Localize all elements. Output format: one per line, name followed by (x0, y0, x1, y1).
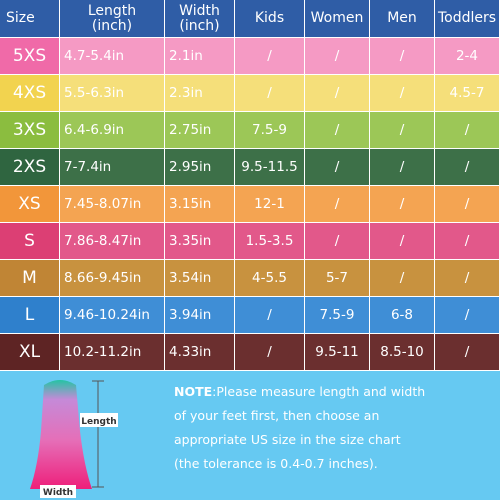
table-cell: / (235, 38, 305, 75)
header-text: Length (87, 2, 137, 19)
note-text: :Please measure length and width (212, 384, 426, 399)
header-text: Size (6, 10, 35, 26)
table-cell: / (370, 186, 435, 223)
header-cell: Width (inch) (165, 0, 235, 38)
table-cell: / (370, 38, 435, 75)
note: NOTE:Please measure length and width of y… (174, 380, 425, 476)
length-label: Length (81, 417, 116, 427)
table-cell: / (370, 149, 435, 186)
table-cell: 2.1in (165, 38, 235, 75)
table-cell: / (235, 297, 305, 334)
table-cell: / (435, 260, 500, 297)
table-cell: 8.66-9.45in (60, 260, 165, 297)
header-text: (inch) (179, 17, 220, 34)
table-cell: 7.45-8.07in (60, 186, 165, 223)
table-cell: 3.94in (165, 297, 235, 334)
table-cell: 7-7.4in (60, 149, 165, 186)
header-cell: Women (305, 0, 370, 38)
note-line: NOTE:Please measure length and width (174, 380, 425, 404)
fin-shape (30, 380, 92, 489)
table-cell: / (370, 112, 435, 149)
table-cell: 7.5-9 (235, 112, 305, 149)
table-cell: 4-5.5 (235, 260, 305, 297)
table-cell: / (235, 75, 305, 112)
table-cell: 2.3in (165, 75, 235, 112)
table-cell: 6.4-6.9in (60, 112, 165, 149)
size-table: Size Length (inch) Width (inch) Kids Women Men T… (0, 0, 500, 371)
table-cell: / (305, 223, 370, 260)
table-cell: 9.5-11 (305, 334, 370, 371)
header-cell: Men (370, 0, 435, 38)
header-text: Width (179, 2, 220, 19)
length-label-bg (80, 413, 118, 427)
header-cell: Size (0, 0, 60, 38)
table-cell: 2-4 (435, 38, 500, 75)
width-label-bg (40, 485, 76, 498)
size-cell: XL (0, 334, 60, 371)
table-cell: 3.54in (165, 260, 235, 297)
table-cell: 7.86-8.47in (60, 223, 165, 260)
table-cell: 5.5-6.3in (60, 75, 165, 112)
header-text: (inch) (91, 17, 133, 34)
table-cell: 6-8 (370, 297, 435, 334)
table-cell: 9.5-11.5 (235, 149, 305, 186)
note-line: appropriate US size in the size chart (174, 432, 401, 447)
note-line: of your feet first, then choose an (174, 408, 380, 423)
table-cell: 12-1 (235, 186, 305, 223)
table-cell: / (435, 334, 500, 371)
size-cell: 4XS (0, 75, 60, 112)
table-cell: 4.7-5.4in (60, 38, 165, 75)
table-cell: / (305, 38, 370, 75)
table-cell: 3.15in (165, 186, 235, 223)
size-cell: S (0, 223, 60, 260)
size-cell: XS (0, 186, 60, 223)
header-cell: Kids (235, 0, 305, 38)
table-cell: / (235, 334, 305, 371)
table-cell: 10.2-11.2in (60, 334, 165, 371)
table-cell: / (370, 75, 435, 112)
fin-diagram: Length Width (30, 380, 118, 498)
table-cell: / (435, 223, 500, 260)
note-label: NOTE (174, 384, 213, 399)
header-text: Toddlers (437, 10, 497, 26)
header-cell: Length (inch) (60, 0, 165, 38)
table-cell: / (305, 149, 370, 186)
size-cell: 5XS (0, 38, 60, 75)
table-cell: 4.5-7 (435, 75, 500, 112)
table-cell: 7.5-9 (305, 297, 370, 334)
size-cell: 2XS (0, 149, 60, 186)
header-text: Women (310, 10, 364, 26)
header-cell: Toddlers (435, 0, 500, 38)
table-cell: / (370, 223, 435, 260)
size-cell: L (0, 297, 60, 334)
size-cell: 3XS (0, 112, 60, 149)
table-cell: / (305, 186, 370, 223)
table-cell: 9.46-10.24in (60, 297, 165, 334)
table-cell: / (305, 75, 370, 112)
table-cell: 8.5-10 (370, 334, 435, 371)
table-cell: / (305, 112, 370, 149)
size-cell: M (0, 260, 60, 297)
table-cell: 1.5-3.5 (235, 223, 305, 260)
header-text: Men (387, 10, 417, 26)
table-cell: / (435, 112, 500, 149)
table-cell: 3.35in (165, 223, 235, 260)
note-line: (the tolerance is 0.4-0.7 inches). (174, 456, 378, 471)
width-label: Width (43, 488, 73, 498)
table-cell: 5-7 (305, 260, 370, 297)
table-cell: 2.75in (165, 112, 235, 149)
table-cell: 2.95in (165, 149, 235, 186)
table-cell: / (370, 260, 435, 297)
table-cell: / (435, 297, 500, 334)
table-cell: / (435, 149, 500, 186)
header-text: Kids (254, 10, 285, 26)
table-cell: / (435, 186, 500, 223)
table-cell: 4.33in (165, 334, 235, 371)
